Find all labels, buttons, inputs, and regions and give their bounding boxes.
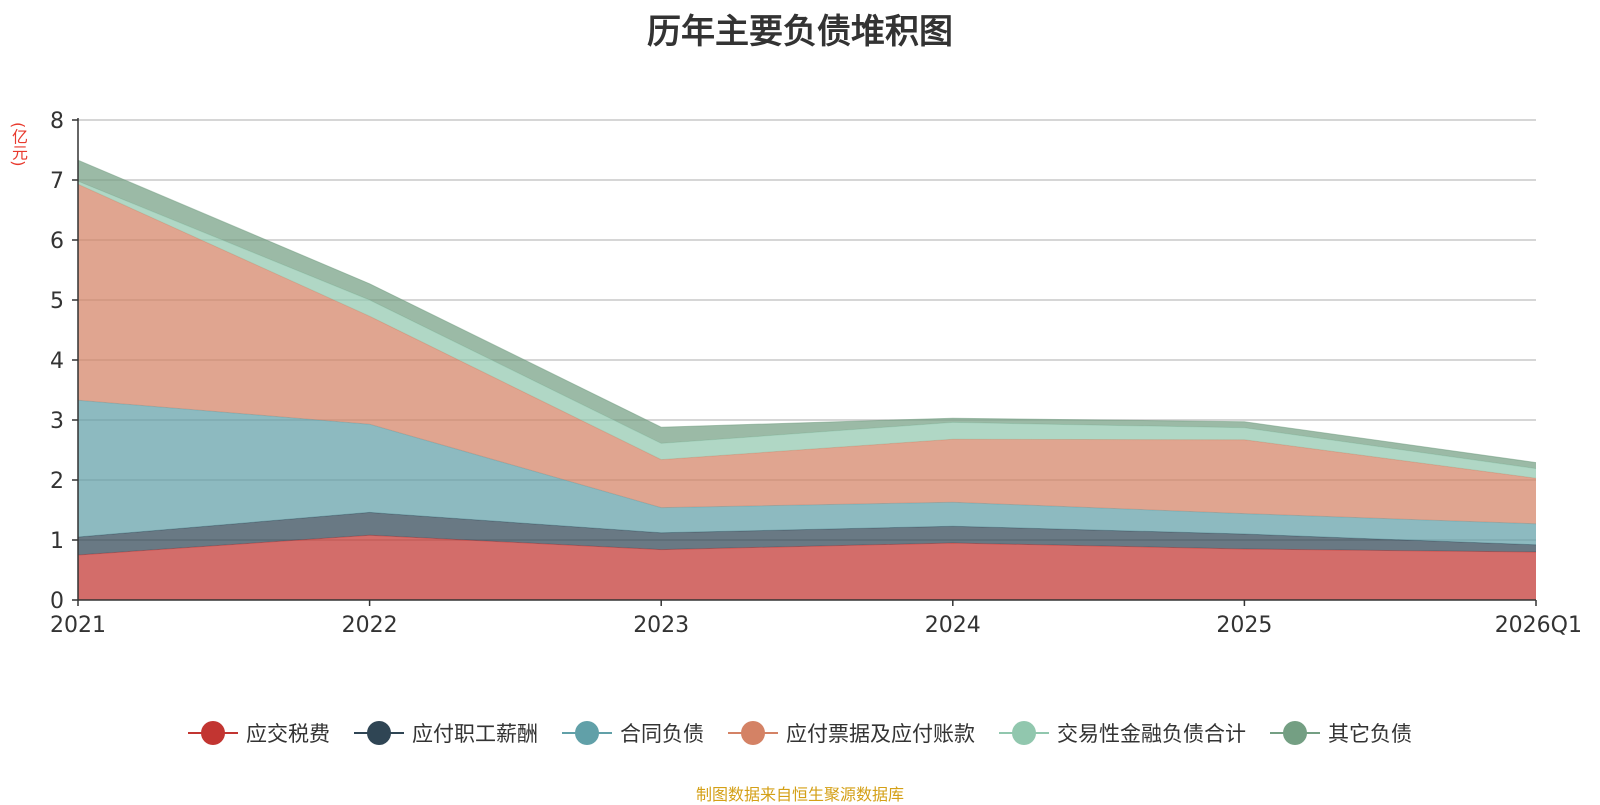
legend-item-notes-accounts-payable[interactable]: 应付票据及应付账款 [728, 718, 975, 748]
y-axis-unit-label: (亿元) [9, 122, 28, 167]
legend-item-employee-pay[interactable]: 应付职工薪酬 [354, 718, 538, 748]
area-series-2 [78, 400, 1536, 545]
x-tick-label: 2022 [342, 613, 398, 638]
legend: 应交税费 应付职工薪酬 合同负债 应付票据及应付账款 交易性金融负债合计 [0, 718, 1600, 748]
x-tick-label: 2026Q1 [1495, 613, 1582, 638]
area-series-line-5 [77, 159, 1537, 464]
legend-item-other-liabilities[interactable]: 其它负债 [1270, 718, 1412, 748]
y-tick-label: 2 [50, 469, 64, 494]
legend-dot [741, 721, 765, 745]
legend-marker-icon [562, 720, 612, 746]
legend-label: 应付职工薪酬 [412, 722, 538, 746]
legend-dot [575, 721, 599, 745]
legend-item-tax-payable[interactable]: 应交税费 [188, 718, 330, 748]
legend-label: 其它负债 [1328, 722, 1412, 746]
y-tick-label: 6 [50, 229, 64, 254]
legend-item-contract-liabilities[interactable]: 合同负债 [562, 718, 704, 748]
legend-item-trading-financial-liabilities[interactable]: 交易性金融负债合计 [999, 718, 1246, 748]
x-tick-label: 2025 [1216, 613, 1272, 638]
legend-marker-icon [188, 720, 238, 746]
x-tick-label: 2021 [50, 613, 106, 638]
y-tick-label: 0 [50, 589, 64, 614]
legend-label: 应交税费 [246, 722, 330, 746]
legend-label: 合同负债 [620, 722, 704, 746]
y-tick-label: 5 [50, 289, 64, 314]
chart-title: 历年主要负债堆积图 [647, 12, 953, 52]
y-tick-label: 4 [50, 349, 64, 374]
x-tick-label: 2024 [925, 613, 981, 638]
legend-marker-icon [354, 720, 404, 746]
legend-label: 应付票据及应付账款 [786, 722, 975, 746]
area-series-0 [78, 535, 1536, 600]
area-series-1 [78, 512, 1536, 555]
legend-marker-icon [1270, 720, 1320, 746]
y-tick-label: 1 [50, 529, 64, 554]
legend-marker-icon [728, 720, 778, 746]
y-tick-label: 8 [50, 109, 64, 134]
legend-label: 交易性金融负债合计 [1057, 722, 1246, 746]
y-tick-label: 3 [50, 409, 64, 434]
legend-dot [367, 721, 391, 745]
area-series-3 [78, 184, 1536, 524]
legend-dot [201, 721, 225, 745]
legend-marker-icon [999, 720, 1049, 746]
y-tick-label: 7 [50, 169, 64, 194]
x-tick-label: 2023 [633, 613, 689, 638]
data-source-note: 制图数据来自恒生聚源数据库 [695, 785, 904, 804]
legend-dot [1283, 721, 1307, 745]
legend-dot [1012, 721, 1036, 745]
